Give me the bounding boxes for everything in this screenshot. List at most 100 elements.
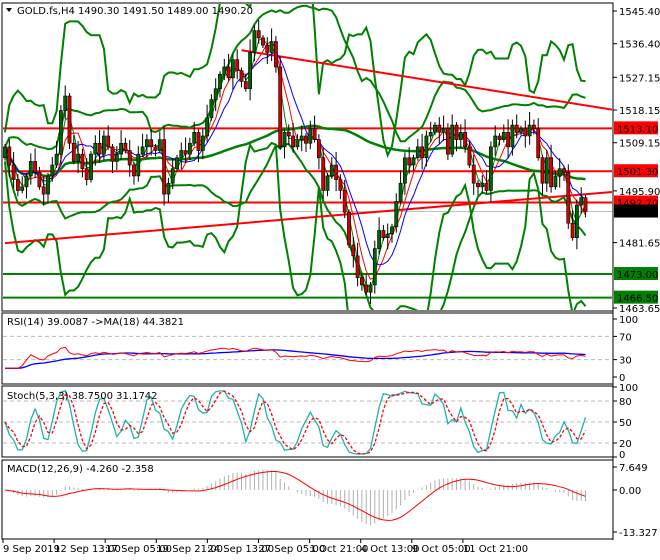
candle (342, 179, 347, 219)
candle-body (364, 284, 369, 293)
candle-body (282, 132, 287, 148)
rsi-tick-label: 70 (619, 332, 632, 343)
candle (536, 118, 541, 161)
candle-body (308, 128, 313, 144)
candle (80, 148, 85, 178)
candle-body (273, 41, 278, 68)
candle-body (454, 124, 459, 140)
candle (321, 147, 326, 200)
candle (123, 137, 128, 154)
time-label: 12 Sep 13:00 (54, 544, 121, 555)
price-tick-label: 1536.40 (619, 40, 660, 51)
candle (463, 119, 468, 153)
candle (119, 130, 124, 160)
candle-body (28, 161, 33, 177)
candle-body (46, 175, 50, 195)
candle-body (450, 124, 455, 155)
dropdown-triangle-icon[interactable] (6, 8, 12, 12)
main-pane[interactable] (1, 2, 614, 312)
candle-body (33, 161, 38, 173)
candle-body (20, 186, 25, 191)
candle (269, 28, 274, 62)
candle-body (377, 230, 382, 249)
time-label: 19 Sep 21:00 (156, 544, 223, 555)
candle-body (351, 244, 356, 257)
chart-header: GOLD.fs,H4 1490.30 1491.50 1489.00 1490.… (17, 6, 253, 17)
trend-line[interactable] (4, 191, 613, 245)
candle-body (136, 153, 141, 177)
rsi-tick-label: 30 (619, 356, 632, 367)
macd-pane[interactable] (1, 459, 614, 540)
candle (136, 146, 141, 182)
candle-body (304, 135, 308, 144)
candle-body (166, 182, 171, 195)
candle-body (381, 230, 386, 239)
candle-body (213, 88, 218, 100)
candle (566, 164, 571, 229)
candle (145, 134, 149, 159)
candle-body (50, 164, 55, 177)
candle (527, 111, 532, 145)
candle (239, 67, 244, 88)
candle (368, 282, 373, 304)
candle-body (424, 135, 429, 159)
rsi-pane[interactable] (1, 312, 614, 385)
main-plot (3, 4, 614, 310)
candle-body (157, 139, 162, 151)
rsi-plot (3, 335, 612, 369)
candle-body (269, 41, 274, 53)
candle-body (149, 139, 154, 148)
macd-tick-label: 0.00 (619, 486, 641, 497)
candle (265, 37, 270, 65)
candle (407, 147, 412, 174)
level-price-box (614, 267, 658, 281)
candle (67, 93, 72, 150)
header-low: 1489.00 (164, 6, 209, 17)
candle-body (445, 128, 450, 155)
candle-body (458, 132, 463, 140)
candle (153, 143, 158, 157)
candle-body (471, 164, 476, 184)
candle (11, 151, 16, 189)
candle-body (209, 99, 214, 119)
candle (3, 143, 7, 161)
candle (433, 122, 437, 136)
candle-body (127, 150, 132, 166)
candle-body (54, 153, 59, 166)
candle (402, 152, 407, 195)
candle-body (243, 81, 248, 90)
candle (480, 175, 485, 193)
candle (33, 148, 38, 179)
trend-line[interactable] (241, 49, 614, 111)
candle-body (145, 139, 149, 148)
candle (312, 115, 317, 143)
candle (170, 158, 175, 190)
price-tick-label: 1518.15 (619, 106, 660, 117)
bollinger-upper (4, 4, 586, 151)
candle-body (299, 135, 304, 140)
candle (428, 121, 433, 142)
candle (557, 158, 562, 188)
stoch-tick-label: 0 (619, 450, 625, 461)
candle-body (252, 30, 257, 53)
price-tick-label: 1509.15 (619, 139, 660, 150)
candle-body (15, 179, 20, 191)
candle (540, 154, 545, 195)
candle (54, 141, 59, 168)
candle (325, 173, 330, 197)
candle-body (514, 124, 519, 133)
candle (377, 217, 382, 255)
stoch-signal-line (4, 390, 587, 455)
candle-body (291, 135, 296, 148)
candle-body (540, 157, 545, 184)
stoch-tick-label: 80 (619, 397, 632, 408)
candle (291, 122, 296, 153)
candle (501, 124, 506, 143)
candle (394, 193, 399, 233)
level-price-box (614, 290, 658, 304)
candle (15, 174, 20, 197)
ma-blue (4, 51, 586, 266)
candle (381, 224, 386, 241)
candle-body (24, 175, 29, 188)
